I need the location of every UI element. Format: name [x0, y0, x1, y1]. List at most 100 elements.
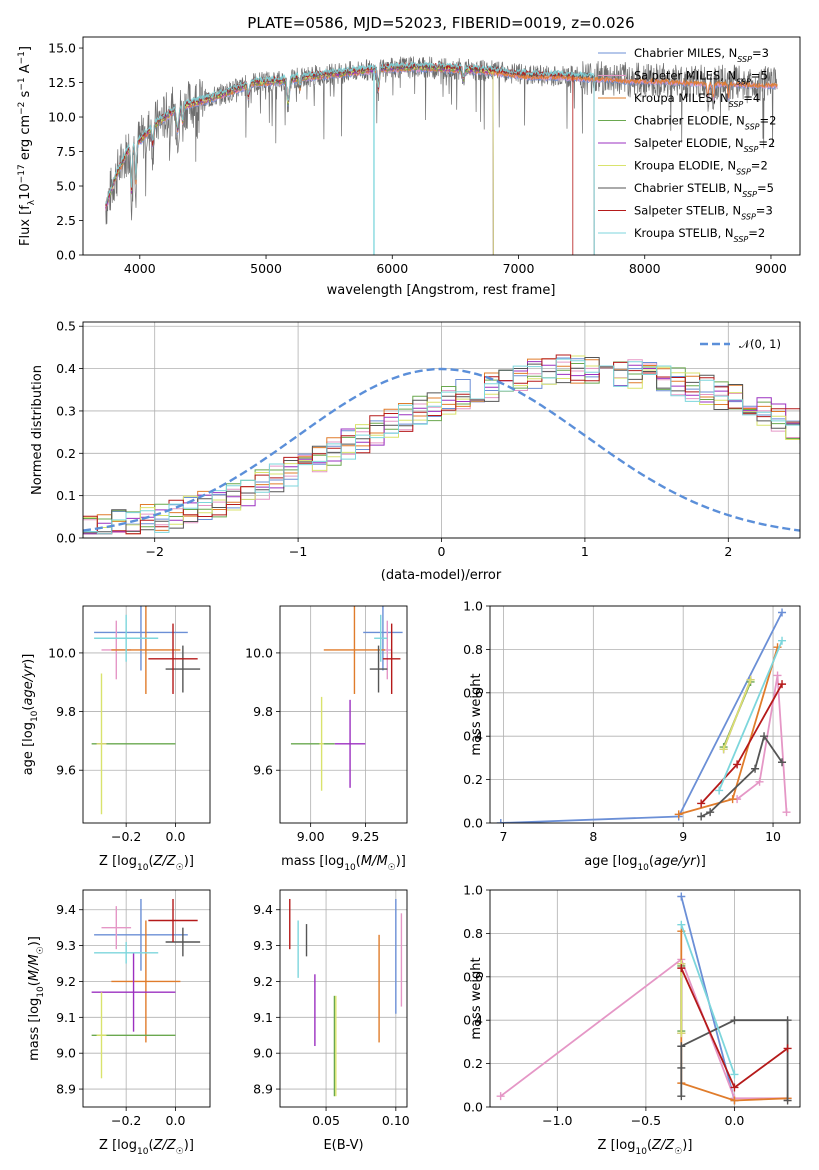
data-point	[783, 1044, 792, 1053]
x-tick-label: 7000	[503, 261, 535, 276]
y-tick-label: 9.3	[56, 938, 76, 953]
y-tick-label: 0.6	[463, 685, 483, 700]
x-axis-label: Z [log10(Z/Z☉)]	[99, 1138, 194, 1157]
x-tick-label: −0.2	[111, 829, 141, 844]
plot-data	[496, 608, 791, 823]
panel-6: −0.2 0.0 8.9 9.0 9.1 9.2 9.3 9.4 Z [log10(Z/Z☉)]…	[27, 889, 211, 1157]
data-point	[674, 810, 683, 819]
x-tick-label: 9	[679, 829, 687, 844]
data-point	[677, 892, 686, 901]
legend-nssp: 2	[758, 226, 765, 240]
mass-weight-line	[722, 679, 752, 750]
legend-label: Chabrier MILES	[634, 46, 721, 60]
x-tick-label: −0.5	[631, 1113, 661, 1128]
y-axis-label: age [log10(age/yr)]	[21, 654, 40, 776]
data-point	[733, 760, 742, 769]
legend-nssp: 3	[762, 46, 769, 60]
legend-entry: Kroupa MILES, NSSP=4	[634, 91, 760, 109]
x-tick-label: 0.10	[382, 1113, 410, 1128]
data-point	[755, 777, 764, 786]
legend-entry: Salpeter STELIB, NSSP=3	[634, 204, 773, 222]
plot-data	[289, 898, 403, 1097]
y-tick-label: 0.2	[463, 1056, 483, 1071]
plot-data	[91, 898, 201, 1079]
data-point	[746, 675, 755, 684]
x-tick-label: 0.0	[166, 829, 186, 844]
x-tick-label: 9000	[755, 261, 787, 276]
histogram-step	[83, 358, 800, 535]
legend-label: Kroupa ELODIE	[634, 159, 720, 173]
x-tick-label: 5000	[250, 261, 282, 276]
data-point	[715, 786, 724, 795]
y-tick-label: 9.2	[253, 974, 273, 989]
y-tick-label: 9.6	[56, 763, 76, 778]
data-point	[730, 1070, 739, 1079]
y-tick-label: 0.5	[56, 319, 76, 334]
data-point	[751, 764, 760, 773]
panel-3: −0.2 0.0 9.6 9.8 10.0 Z [log10(Z/Z☉)] age [log…	[21, 605, 211, 873]
data-point	[496, 819, 505, 823]
x-tick-label: −0.2	[111, 1113, 141, 1128]
plot-data	[496, 892, 792, 1105]
y-tick-label: 9.0	[253, 1046, 273, 1061]
data-point	[677, 1092, 686, 1101]
panel-4: 9.00 9.25 9.6 9.8 10.0 mass [log10(M/M☉)]	[245, 605, 408, 873]
mass-weight-line	[736, 675, 788, 813]
data-point	[783, 1096, 792, 1105]
y-tick-label: 7.5	[56, 144, 76, 159]
panel-2: −2 −1 0 1 2 0.0 0.1 0.2 0.3 0.4 0.5 𝒩(0, 1) (data-mo…	[30, 319, 801, 583]
plot-data	[105, 56, 778, 255]
y-tick-label: 15.0	[48, 41, 76, 56]
x-tick-label: −1	[289, 544, 307, 559]
mass-weight-line	[680, 1019, 789, 1101]
y-axis-label: mass weight	[469, 957, 484, 1039]
x-axis-label: (data-model)/error	[381, 568, 502, 583]
y-tick-label: 9.8	[253, 704, 273, 719]
plot-data	[83, 354, 800, 535]
data-point	[496, 1092, 505, 1101]
panel-1: 4000 5000 6000 7000 8000 9000 0.0 2.5 5.0 7.5 10.0…	[17, 14, 801, 298]
y-tick-label: 0.6	[463, 969, 483, 984]
y-tick-label: 0.4	[56, 361, 76, 376]
y-tick-label: 0.0	[56, 248, 76, 263]
legend-nssp: 2	[760, 159, 767, 173]
data-point	[728, 795, 737, 804]
plot-area	[280, 606, 407, 823]
x-tick-label: 1	[581, 544, 589, 559]
axes-frame	[82, 36, 801, 256]
y-tick-label: 0.2	[463, 772, 483, 787]
legend-label: Chabrier ELODIE	[634, 114, 729, 128]
y-tick-label: 10.0	[48, 110, 76, 125]
legend-entry: Chabrier STELIB, NSSP=5	[634, 181, 774, 199]
legend-label: Kroupa MILES	[634, 91, 713, 105]
legend-nssp: 2	[769, 114, 776, 128]
data-point	[677, 920, 686, 929]
frame: 4000 5000 6000 7000 8000 9000 0.0 2.5 5.0 7.5 10.0…	[48, 36, 801, 276]
axes-frame	[489, 889, 801, 1108]
legend-entry: 𝒩(0, 1)	[739, 337, 781, 351]
frame: 9.00 9.25 9.6 9.8 10.0	[245, 605, 408, 844]
y-tick-label: 0.8	[463, 926, 483, 941]
x-tick-label: 2	[724, 544, 732, 559]
x-tick-label: 8	[589, 829, 597, 844]
legend-nssp: 5	[760, 69, 767, 83]
y-tick-label: 9.4	[253, 902, 273, 917]
legend-entry: Kroupa STELIB, NSSP=2	[634, 226, 765, 244]
y-tick-label: 0.4	[463, 1013, 483, 1028]
data-point	[778, 608, 787, 617]
data-point	[778, 636, 787, 645]
legend-label: Salpeter MILES	[634, 69, 720, 83]
y-tick-label: 9.1	[253, 1010, 273, 1025]
plot-area	[490, 606, 800, 823]
frame: −2 −1 0 1 2 0.0 0.1 0.2 0.3 0.4 0.5	[56, 319, 801, 559]
y-tick-label: 9.1	[56, 1010, 76, 1025]
x-axis-label: Z [log10(Z/Z☉)]	[598, 1138, 693, 1157]
x-tick-label: 0	[438, 544, 446, 559]
plot-data	[290, 606, 403, 791]
y-tick-label: 9.6	[253, 763, 273, 778]
x-axis-label: age [log10(age/yr)]	[584, 854, 706, 873]
frame: −0.2 0.0 8.9 9.0 9.1 9.2 9.3 9.4	[56, 889, 211, 1128]
x-axis-label: E(B-V)	[323, 1138, 363, 1153]
y-axis-label: Flux [fλ10−17 erg cm−2 s−1 A−1]	[17, 46, 37, 246]
